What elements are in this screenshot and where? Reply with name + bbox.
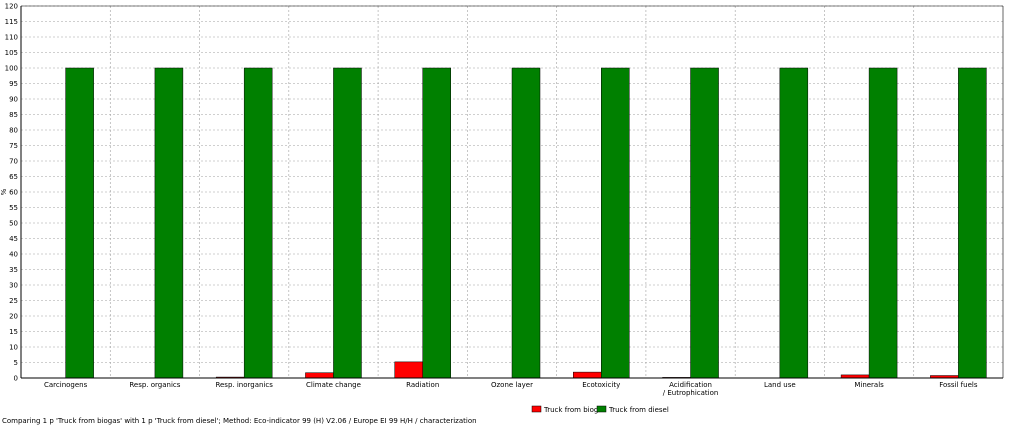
bar-diesel <box>511 67 541 379</box>
y-tick-label: 15 <box>9 328 18 336</box>
bar-diesel <box>690 67 719 379</box>
bars <box>65 67 987 379</box>
category-label: Ozone layer <box>491 381 533 389</box>
legend-label: Truck from diesel <box>608 406 669 414</box>
bar-diesel <box>154 67 184 379</box>
y-tick-label: 115 <box>5 18 18 26</box>
y-tick-label: 65 <box>9 173 18 181</box>
y-tick-label: 105 <box>5 49 18 57</box>
category-label: Land use <box>764 381 796 389</box>
y-tick-label: 35 <box>9 266 18 274</box>
category-label: Carcinogens <box>44 381 88 389</box>
y-tick-label: 10 <box>9 344 18 352</box>
bar-diesel <box>958 67 987 379</box>
category-label: Fossil fuels <box>939 381 978 389</box>
y-tick-label: 120 <box>5 3 18 11</box>
y-tick-label: 20 <box>9 313 18 321</box>
y-tick-label: 75 <box>9 142 18 150</box>
chart-caption: Comparing 1 p 'Truck from biogas' with 1… <box>2 417 477 425</box>
y-tick-label: 25 <box>9 297 18 305</box>
legend-swatch <box>531 405 542 413</box>
y-tick-label: 55 <box>9 204 18 212</box>
category-label: Radiation <box>406 381 439 389</box>
y-tick-label: 0 <box>14 375 18 383</box>
category-label: Climate change <box>306 381 361 389</box>
y-tick-label: 60 <box>9 189 18 197</box>
bar-biogas <box>394 361 423 379</box>
y-tick-label: 85 <box>9 111 18 119</box>
legend-swatch <box>596 405 607 413</box>
category-label: Minerals <box>854 381 884 389</box>
bar-diesel <box>65 67 94 379</box>
axes: 0 5 10 15 20 25 30 35 40 45 50 55 60 65 70 75 80 85 90 95 10… <box>0 3 1004 397</box>
bar-diesel <box>601 67 630 379</box>
bar-diesel <box>868 67 898 379</box>
legend: Truck from biogas Truck from diesel <box>531 405 669 414</box>
bar-biogas <box>573 371 602 379</box>
bar-biogas <box>305 372 334 379</box>
category-label: Ecotoxicity <box>582 381 620 389</box>
y-tick-label: 80 <box>9 127 18 135</box>
y-tick-label: 110 <box>5 34 18 42</box>
y-tick-label: 5 <box>14 359 18 367</box>
category-label: Resp. inorganics <box>215 381 273 389</box>
y-tick-label: 45 <box>9 235 18 243</box>
y-tick-label: 70 <box>9 158 18 166</box>
y-tick-label: 95 <box>9 80 18 88</box>
category-label: / Eutrophication <box>663 389 719 397</box>
y-tick-label: 50 <box>9 220 18 228</box>
category-label: Resp. organics <box>129 381 180 389</box>
bar-diesel <box>422 67 451 379</box>
category-label: Acidification <box>669 381 712 389</box>
legend-label: Truck from biogas <box>543 406 607 414</box>
y-tick-label: 30 <box>9 282 18 290</box>
bar-diesel <box>243 67 273 379</box>
bar-diesel <box>779 67 809 379</box>
y-tick-label: 40 <box>9 251 18 259</box>
y-tick-label: 90 <box>9 96 18 104</box>
y-tick-label: 100 <box>5 65 18 73</box>
bar-diesel <box>333 67 362 379</box>
y-axis-label: % <box>0 188 8 195</box>
